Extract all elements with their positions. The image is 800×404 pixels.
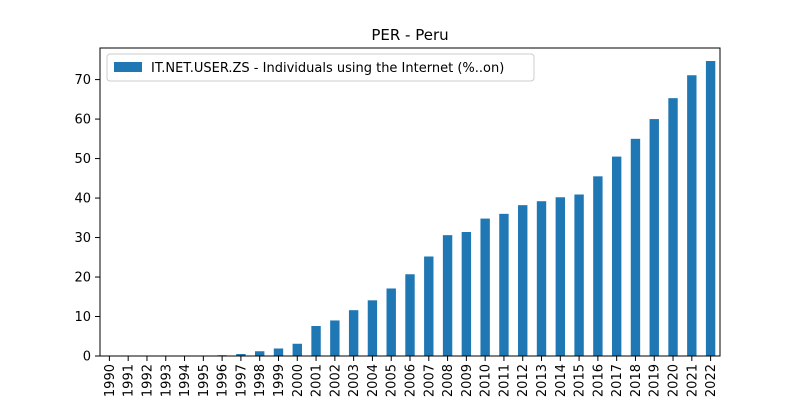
x-tick-label: 2021 bbox=[685, 364, 700, 397]
x-tick-label: 2019 bbox=[648, 364, 663, 397]
bar-2014 bbox=[556, 197, 565, 356]
y-tick-label: 20 bbox=[74, 271, 91, 286]
bar-2013 bbox=[537, 201, 546, 356]
x-tick-label: 2015 bbox=[573, 364, 588, 397]
bar-1998 bbox=[255, 351, 264, 356]
bar-2020 bbox=[668, 98, 677, 356]
bar-1999 bbox=[274, 349, 283, 357]
x-tick-label: 2010 bbox=[479, 364, 494, 397]
chart-title: PER - Peru bbox=[371, 26, 448, 44]
legend-label: IT.NET.USER.ZS - Individuals using the I… bbox=[151, 61, 504, 76]
bar-2012 bbox=[518, 205, 527, 356]
bar-2015 bbox=[574, 195, 583, 357]
y-axis: 0 10 20 30 40 50 60 70 bbox=[74, 73, 100, 364]
x-tick-label: 2013 bbox=[535, 364, 550, 397]
legend-swatch bbox=[114, 62, 142, 72]
y-tick-label: 10 bbox=[74, 310, 91, 325]
y-tick-label: 0 bbox=[83, 350, 91, 365]
x-tick-label: 2017 bbox=[610, 364, 625, 397]
x-tick-label: 2011 bbox=[497, 364, 512, 397]
bar-2022 bbox=[706, 61, 715, 356]
y-tick-label: 60 bbox=[74, 113, 91, 128]
x-tick-label: 2006 bbox=[404, 364, 419, 397]
x-tick-label: 2002 bbox=[328, 364, 343, 397]
x-tick-label: 1991 bbox=[122, 364, 137, 397]
bar-2002 bbox=[330, 320, 339, 356]
bars-group bbox=[180, 61, 715, 356]
x-tick-label: 1999 bbox=[272, 364, 287, 397]
x-tick-label: 2004 bbox=[366, 364, 381, 397]
bar-2003 bbox=[349, 310, 358, 356]
bar-2007 bbox=[424, 256, 433, 356]
y-tick-label: 30 bbox=[74, 231, 91, 246]
y-tick-label: 50 bbox=[74, 152, 91, 167]
x-tick-label: 2008 bbox=[441, 364, 456, 397]
bar-2018 bbox=[631, 139, 640, 356]
x-tick-label: 2018 bbox=[629, 364, 644, 397]
bar-2010 bbox=[480, 219, 489, 356]
x-tick-label: 2016 bbox=[591, 364, 606, 397]
y-tick-label: 70 bbox=[74, 73, 91, 88]
y-tick-label: 40 bbox=[74, 192, 91, 207]
x-tick-label: 2003 bbox=[347, 364, 362, 397]
x-tick-label: 2007 bbox=[422, 364, 437, 397]
x-tick-label: 2001 bbox=[310, 364, 325, 397]
x-tick-label: 2000 bbox=[291, 364, 306, 397]
x-tick-label: 2022 bbox=[704, 364, 719, 397]
bar-2016 bbox=[593, 176, 602, 356]
bar-2019 bbox=[650, 119, 659, 356]
bar-2004 bbox=[368, 300, 377, 356]
x-tick-label: 1993 bbox=[159, 364, 174, 397]
x-tick-label: 1997 bbox=[234, 364, 249, 397]
bar-2011 bbox=[499, 214, 508, 356]
bar-2017 bbox=[612, 157, 621, 356]
x-tick-label: 2020 bbox=[667, 364, 682, 397]
legend: IT.NET.USER.ZS - Individuals using the I… bbox=[107, 54, 534, 81]
x-tick-label: 2012 bbox=[516, 364, 531, 397]
bar-2021 bbox=[687, 75, 696, 356]
x-tick-label: 2009 bbox=[460, 364, 475, 397]
bar-2009 bbox=[462, 232, 471, 356]
x-tick-label: 1995 bbox=[197, 364, 212, 397]
bar-2008 bbox=[443, 235, 452, 356]
x-tick-label: 1994 bbox=[178, 364, 193, 397]
x-tick-label: 1990 bbox=[103, 364, 118, 397]
x-tick-label: 1996 bbox=[216, 364, 231, 397]
bar-2001 bbox=[311, 326, 320, 356]
bar-2006 bbox=[405, 274, 414, 356]
x-tick-label: 2005 bbox=[385, 364, 400, 397]
x-tick-label: 2014 bbox=[554, 364, 569, 397]
bar-2000 bbox=[293, 344, 302, 356]
x-tick-label: 1998 bbox=[253, 364, 268, 397]
x-tick-label: 1992 bbox=[140, 364, 155, 397]
bar-2005 bbox=[387, 288, 396, 356]
